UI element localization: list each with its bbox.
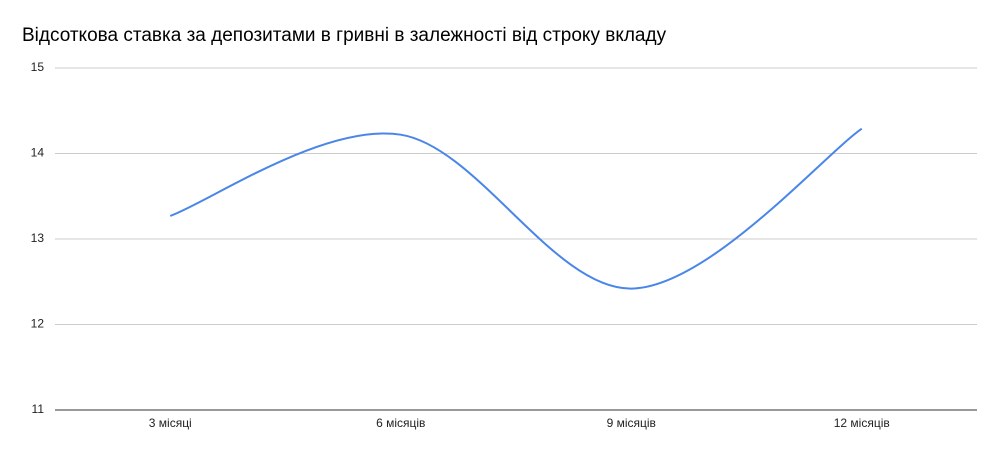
- y-tick-label: 12: [31, 317, 45, 331]
- x-tick-label: 3 місяці: [149, 416, 192, 430]
- x-tick-label: 6 місяців: [376, 416, 425, 430]
- y-tick-label: 13: [31, 231, 45, 245]
- line-series: [169, 127, 863, 290]
- chart-title: Відсоткова ставка за депозитами в гривні…: [22, 25, 667, 46]
- y-tick-label: 11: [32, 402, 45, 416]
- y-tick-label: 15: [31, 60, 45, 74]
- x-tick-label: 12 місяців: [834, 416, 890, 430]
- y-tick-label: 14: [31, 146, 45, 160]
- x-tick-label: 9 місяців: [607, 416, 656, 430]
